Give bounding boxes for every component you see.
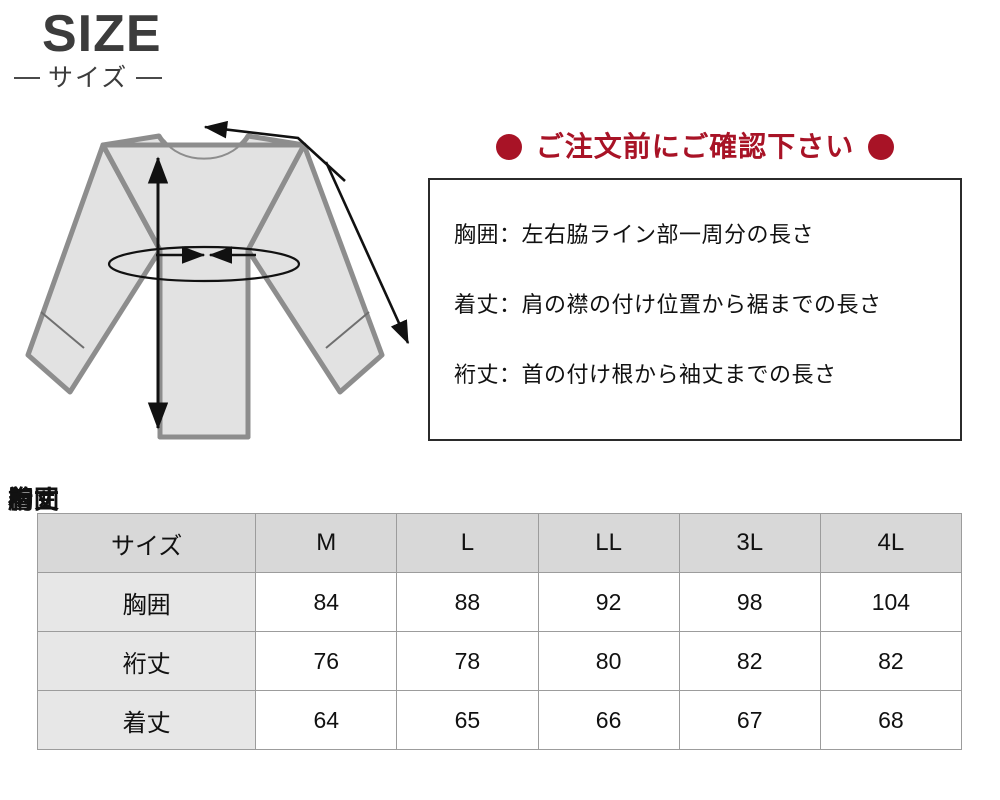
notice-box: 胸囲：左右脇ライン部一周分の長さ 着丈：肩の襟の付け位置から裾までの長さ 裄丈：… [428,178,962,441]
shirt-right-cuff-line [325,311,370,349]
table-cell: 84 [255,572,398,632]
shirt-illustration-svg [25,120,410,440]
shirt-left-cuff-line [40,311,85,349]
page-title: SIZE [42,5,162,63]
label-sleeve-length: 裄丈 [8,486,61,514]
notice-list: 胸囲：左右脇ライン部一周分の長さ 着丈：肩の襟の付け位置から裾までの長さ 裄丈：… [454,224,950,386]
page-subtitle-row: サイズ [14,62,204,94]
sleeve-length-arrow-lower [324,161,410,345]
table-cell: 104 [819,572,963,632]
table-cell: 64 [255,690,398,750]
shirt-measurement-diagram: 裄丈 胸囲 着丈 [8,100,438,514]
table-header-cell: M [255,513,398,573]
table-cell: 88 [396,572,539,632]
title-dash-right-icon [136,77,163,79]
shirt-collar-line [163,139,245,160]
notice-heading: ご注文前にご確認下さい [455,126,935,168]
table-header-cell: L [396,513,539,573]
table-header-cell: LL [537,513,680,573]
size-table: サイズ M L LL 3L 4L 胸囲 84 88 92 98 104 裄丈 7… [36,513,963,750]
bullet-dot-right-icon [868,134,895,160]
table-row: 胸囲 84 88 92 98 104 [36,572,963,632]
table-cell: 78 [396,631,539,691]
table-row-label: 裄丈 [36,631,257,691]
table-cell: 67 [678,690,821,750]
label-body-length: 着丈 [8,486,61,514]
table-cell: 82 [819,631,963,691]
title-dash-left-icon [14,77,40,79]
notice-line-chest: 胸囲：左右脇ライン部一周分の長さ [454,222,815,247]
label-chest: 胸囲 [8,486,61,514]
table-row: 着丈 64 65 66 67 68 [36,690,963,750]
table-header-cell: 3L [678,513,821,573]
table-cell: 80 [537,631,680,691]
table-cell: 82 [678,631,821,691]
table-row-label: 胸囲 [36,572,257,632]
notice-line-sleeve-length: 裄丈：首の付け根から袖丈までの長さ [454,362,837,387]
table-row: 裄丈 76 78 80 82 82 [36,631,963,691]
table-header-row: サイズ M L LL 3L 4L [36,513,963,573]
page-title-block: SIZE サイズ [0,0,260,110]
table-cell: 65 [396,690,539,750]
bullet-dot-left-icon [495,134,522,160]
table-cell: 76 [255,631,398,691]
table-cell: 66 [537,690,680,750]
shirt-body-shape [25,133,385,440]
page-subtitle: サイズ [48,63,129,92]
table-cell: 92 [537,572,680,632]
table-cell: 98 [678,572,821,632]
table-row-label: 着丈 [36,690,257,750]
table-cell: 68 [819,690,963,750]
table-header-cell: サイズ [36,513,257,573]
notice-line-body-length: 着丈：肩の襟の付け位置から裾までの長さ [454,292,882,317]
table-header-cell: 4L [819,513,963,573]
notice-heading-text: ご注文前にご確認下さい [535,131,855,162]
